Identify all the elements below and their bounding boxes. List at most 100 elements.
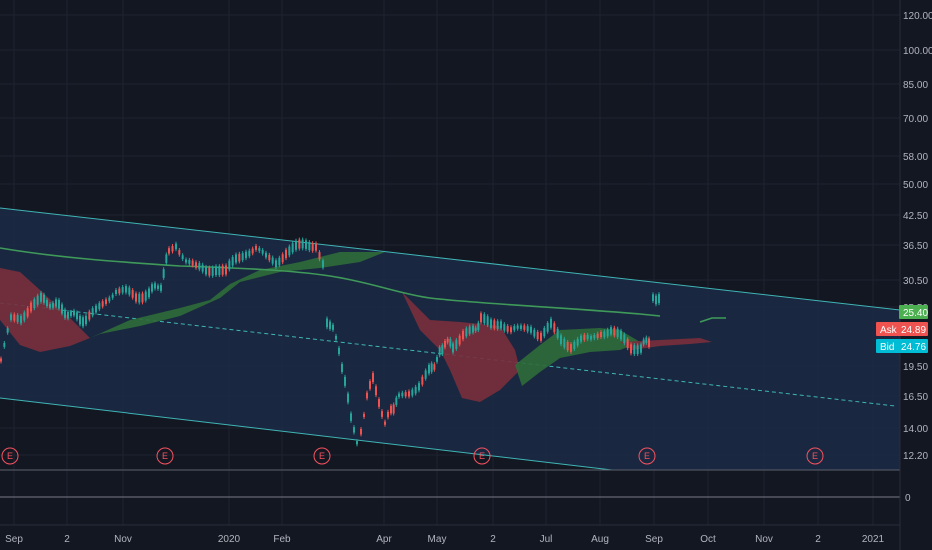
candle-body xyxy=(208,267,211,276)
candle-body xyxy=(576,338,579,346)
candle-body xyxy=(472,325,474,333)
price-axis-label: 70.00 xyxy=(903,114,928,125)
candle xyxy=(404,390,407,399)
candle-body xyxy=(610,327,612,335)
candle xyxy=(433,362,436,372)
earnings-marker[interactable]: E xyxy=(473,447,491,465)
candle xyxy=(553,321,556,335)
candle-body xyxy=(162,269,165,278)
time-axis-label: Apr xyxy=(376,534,392,545)
candle-body xyxy=(291,243,294,253)
earnings-marker[interactable]: E xyxy=(156,447,174,465)
candle xyxy=(590,334,592,342)
candle-body xyxy=(640,344,642,353)
candle xyxy=(238,251,241,264)
candle-body xyxy=(64,309,66,318)
earnings-circle xyxy=(1,447,19,465)
candle xyxy=(428,362,430,376)
candle-body xyxy=(255,245,257,250)
candle xyxy=(633,343,636,357)
earnings-marker[interactable]: E xyxy=(1,447,19,465)
candle-body xyxy=(446,338,449,343)
candle xyxy=(344,374,346,388)
candle xyxy=(563,336,566,350)
candle xyxy=(160,282,162,293)
candle xyxy=(630,342,632,356)
candle xyxy=(652,292,654,304)
earnings-marker[interactable]: E xyxy=(313,447,331,465)
candle xyxy=(301,237,304,251)
candle xyxy=(580,333,582,344)
time-axis-label: Sep xyxy=(645,534,663,545)
candle xyxy=(295,238,297,252)
cloud-bear-segment xyxy=(0,268,90,352)
candle-body xyxy=(26,308,29,317)
candle-body xyxy=(414,386,417,394)
candle xyxy=(70,309,72,318)
candle xyxy=(550,316,552,330)
candle xyxy=(285,247,287,261)
candle-body xyxy=(58,299,60,309)
candle-body xyxy=(600,332,602,338)
candle-body xyxy=(570,344,572,352)
earnings-marker[interactable]: E xyxy=(638,447,656,465)
candle-body xyxy=(40,292,42,302)
candle xyxy=(556,326,559,340)
candle-body xyxy=(275,260,277,268)
candle xyxy=(480,311,482,325)
candle xyxy=(64,307,66,320)
earnings-marker[interactable]: E xyxy=(806,447,824,465)
candle-body xyxy=(245,251,247,259)
candle-body xyxy=(384,421,386,425)
candle xyxy=(131,288,134,300)
earnings-label: E xyxy=(812,451,818,461)
candle-body xyxy=(566,341,569,351)
candle-body xyxy=(248,250,251,257)
earnings-label: E xyxy=(7,451,13,461)
candle-body xyxy=(70,311,72,316)
candle-body xyxy=(285,249,287,259)
candle xyxy=(261,247,264,256)
candle xyxy=(610,325,612,337)
candle xyxy=(573,339,576,352)
candle-body xyxy=(178,250,181,255)
time-axis[interactable]: Sep 2 Nov 2020 Feb Apr May 2 Jul Aug Sep Oct Nov 2 202… xyxy=(5,534,884,545)
candle xyxy=(52,300,54,310)
candle-body xyxy=(596,333,599,338)
candle-body xyxy=(49,304,51,308)
candle-body xyxy=(318,252,321,260)
time-axis-label: Jul xyxy=(540,534,553,545)
candle-body xyxy=(550,318,552,328)
candle-body xyxy=(141,293,144,303)
candle xyxy=(82,315,84,329)
candle-body xyxy=(390,405,392,414)
candle-body xyxy=(369,381,371,389)
candle-body xyxy=(228,260,231,270)
price-axis-label: 58.00 xyxy=(903,152,928,163)
candle-body xyxy=(55,299,57,307)
candle xyxy=(235,252,237,265)
candle xyxy=(73,308,75,318)
channel-lower-line xyxy=(0,397,613,471)
candle xyxy=(111,292,114,300)
candle xyxy=(49,302,51,310)
candle-body xyxy=(13,314,16,321)
time-axis-label: 2021 xyxy=(862,534,885,545)
candle xyxy=(308,239,311,253)
candle-body xyxy=(338,347,340,354)
candle xyxy=(171,244,174,254)
candle-body xyxy=(258,247,261,252)
candle-body xyxy=(392,404,395,414)
candle-body xyxy=(648,338,650,347)
candle xyxy=(613,325,616,338)
candle-body xyxy=(458,335,461,345)
price-axis[interactable]: 120.00 100.00 85.00 70.00 58.00 50.00 42.50 36.… xyxy=(903,11,932,462)
candle-body xyxy=(658,294,660,304)
moving-average xyxy=(0,247,726,323)
candle xyxy=(530,324,532,335)
candle xyxy=(486,314,489,328)
candle xyxy=(67,309,69,321)
price-axis-label: 16.50 xyxy=(903,392,928,403)
